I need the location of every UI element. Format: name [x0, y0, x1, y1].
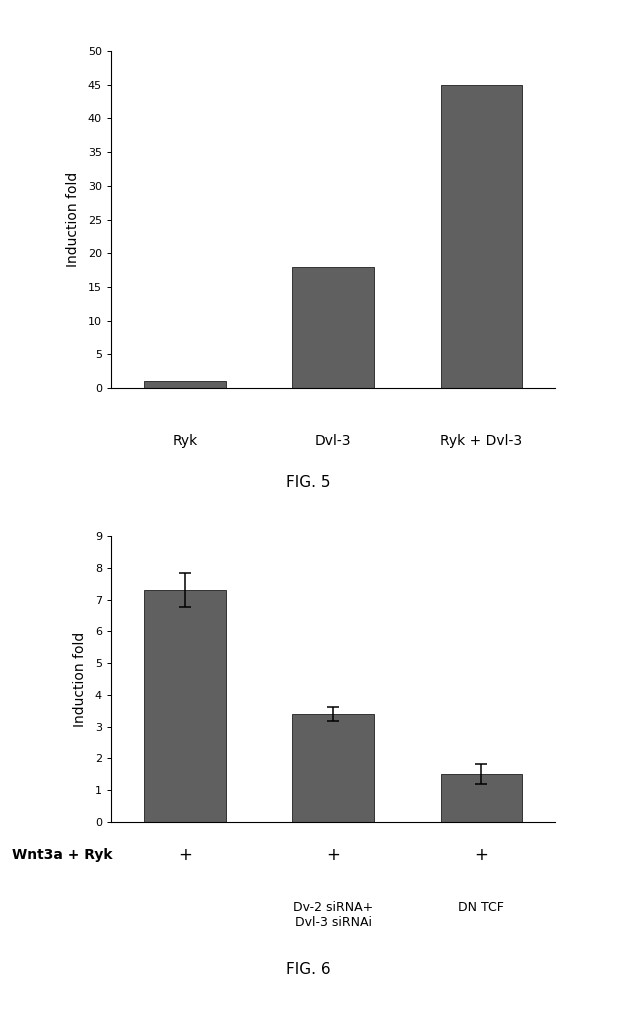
Text: FIG. 6: FIG. 6: [286, 962, 331, 977]
Text: Dv-2 siRNA+
Dvl-3 siRNAi: Dv-2 siRNA+ Dvl-3 siRNAi: [293, 901, 373, 928]
Text: +: +: [178, 845, 192, 864]
Text: Dvl-3: Dvl-3: [315, 434, 352, 448]
Text: Wnt3a + Ryk: Wnt3a + Ryk: [12, 847, 113, 862]
Bar: [441, 774, 522, 822]
Text: FIG. 5: FIG. 5: [286, 475, 331, 490]
Y-axis label: Induction fold: Induction fold: [73, 631, 86, 727]
Bar: [144, 381, 226, 388]
Bar: [292, 714, 374, 822]
Bar: [292, 266, 374, 388]
Text: +: +: [326, 845, 340, 864]
Text: DN TCF: DN TCF: [458, 901, 504, 914]
Bar: [144, 590, 226, 822]
Text: Ryk: Ryk: [173, 434, 197, 448]
Bar: [441, 85, 522, 388]
Y-axis label: Induction fold: Induction fold: [65, 172, 80, 268]
Text: +: +: [474, 845, 488, 864]
Text: Ryk + Dvl-3: Ryk + Dvl-3: [440, 434, 523, 448]
